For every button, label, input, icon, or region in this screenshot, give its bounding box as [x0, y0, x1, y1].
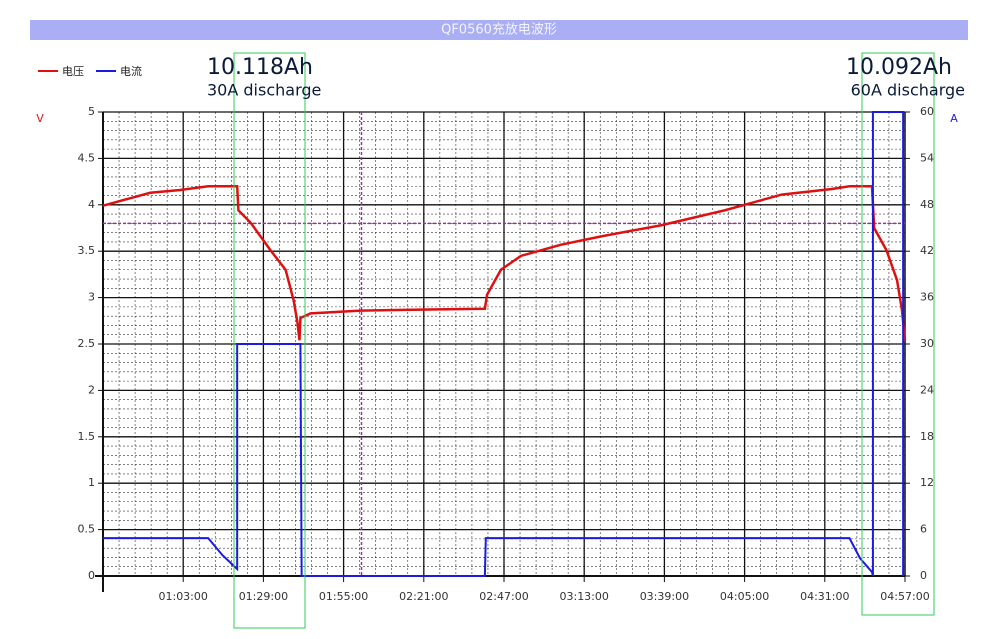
plot-area	[95, 111, 910, 592]
y-tick-label: 1.5	[78, 430, 96, 443]
x-tick-label: 04:31:00	[800, 590, 849, 603]
y2-tick-label: 6	[920, 523, 927, 536]
series-line	[103, 111, 905, 577]
annotation: 60A discharge	[851, 81, 965, 100]
y2-tick-label: 48	[920, 198, 934, 211]
y2-tick-label: 42	[920, 244, 934, 257]
y-tick-label: 0.5	[78, 523, 96, 536]
y-unit: V	[36, 112, 44, 125]
legend-label: 电压	[62, 65, 84, 78]
annotation: 10.092Ah	[846, 55, 952, 80]
y-tick-label: 3	[88, 291, 95, 304]
y-tick-label: 2.5	[78, 337, 96, 350]
title-bar	[30, 20, 968, 40]
y2-tick-label: 60	[920, 105, 934, 118]
y-tick-label: 0	[88, 569, 95, 582]
annotation: 10.118Ah	[207, 55, 313, 80]
legend-label: 电流	[120, 64, 142, 78]
y2-tick-label: 24	[920, 383, 934, 396]
y-tick-label: 1	[88, 476, 95, 489]
y2-tick-label: 36	[920, 291, 934, 304]
x-tick-label: 02:21:00	[399, 590, 448, 603]
y-tick-label: 2	[88, 383, 95, 396]
x-tick-label: 01:03:00	[158, 590, 207, 603]
y2-unit: A	[950, 112, 958, 125]
x-tick-label: 02:47:00	[479, 590, 528, 603]
y2-tick-label: 30	[920, 337, 934, 350]
y-tick-label: 4.5	[78, 151, 96, 164]
legend: 电压 电流	[38, 64, 142, 78]
highlight-box	[233, 52, 306, 629]
x-tick-label: 04:05:00	[720, 590, 769, 603]
series-line	[102, 184, 907, 341]
y2-tick-label: 54	[920, 151, 934, 164]
y2-tick-label: 0	[920, 569, 927, 582]
highlight-box	[861, 52, 935, 616]
x-tick-label: 03:39:00	[640, 590, 689, 603]
x-tick-label: 01:29:00	[239, 590, 288, 603]
chart-title: QF0560充放电波形	[441, 22, 557, 38]
y-tick-label: 5	[88, 105, 95, 118]
y-tick-label: 3.5	[78, 244, 96, 257]
y2-tick-label: 18	[920, 430, 934, 443]
x-tick-label: 01:55:00	[319, 590, 368, 603]
x-tick-label: 03:13:00	[559, 590, 608, 603]
y2-tick-label: 12	[920, 476, 934, 489]
x-tick-label: 04:57:00	[880, 590, 929, 603]
annotation: 30A discharge	[207, 81, 321, 100]
y-tick-label: 4	[88, 198, 95, 211]
